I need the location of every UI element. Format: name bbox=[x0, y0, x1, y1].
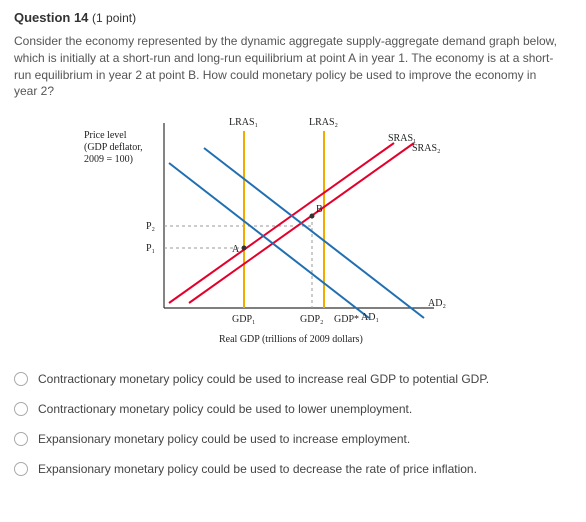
svg-text:(GDP deflator,: (GDP deflator, bbox=[84, 142, 143, 153]
question-body: Consider the economy represented by the … bbox=[14, 33, 572, 100]
option-row[interactable]: Expansionary monetary policy could be us… bbox=[14, 462, 572, 476]
svg-text:LRAS₁: LRAS₁ bbox=[229, 117, 258, 128]
svg-text:A: A bbox=[232, 244, 240, 255]
svg-text:P₂: P₂ bbox=[146, 221, 155, 232]
svg-text:2009 = 100): 2009 = 100) bbox=[84, 154, 133, 165]
question-number: Question 14 bbox=[14, 10, 88, 25]
svg-text:Price level: Price level bbox=[84, 130, 127, 141]
radio-icon[interactable] bbox=[14, 432, 28, 446]
svg-text:LRAS₂: LRAS₂ bbox=[309, 117, 338, 128]
option-label: Contractionary monetary policy could be … bbox=[38, 402, 412, 416]
svg-text:P₁: P₁ bbox=[146, 243, 155, 254]
svg-text:GDP*: GDP* bbox=[334, 314, 359, 325]
svg-text:AD₁: AD₁ bbox=[361, 312, 379, 323]
question-points: (1 point) bbox=[92, 11, 136, 25]
radio-icon[interactable] bbox=[14, 372, 28, 386]
option-label: Expansionary monetary policy could be us… bbox=[38, 462, 477, 476]
radio-icon[interactable] bbox=[14, 402, 28, 416]
option-row[interactable]: Expansionary monetary policy could be us… bbox=[14, 432, 572, 446]
answer-options: Contractionary monetary policy could be … bbox=[14, 372, 572, 476]
svg-text:GDP₁: GDP₁ bbox=[232, 314, 256, 325]
option-row[interactable]: Contractionary monetary policy could be … bbox=[14, 372, 572, 386]
option-label: Expansionary monetary policy could be us… bbox=[38, 432, 410, 446]
svg-text:GDP₂: GDP₂ bbox=[300, 314, 324, 325]
question-header: Question 14 (1 point) bbox=[14, 10, 572, 25]
chart-svg: Price level(GDP deflator,2009 = 100) P₂ P₁… bbox=[54, 108, 474, 358]
svg-text:AD₂: AD₂ bbox=[428, 298, 446, 309]
option-label: Contractionary monetary policy could be … bbox=[38, 372, 489, 386]
ad-as-chart: Price level(GDP deflator,2009 = 100) P₂ P₁… bbox=[54, 108, 572, 358]
svg-text:Real GDP (trillions of 2009 do: Real GDP (trillions of 2009 dollars) bbox=[219, 334, 363, 345]
svg-text:B: B bbox=[316, 204, 323, 215]
svg-text:SRAS₂: SRAS₂ bbox=[412, 143, 441, 154]
option-row[interactable]: Contractionary monetary policy could be … bbox=[14, 402, 572, 416]
radio-icon[interactable] bbox=[14, 462, 28, 476]
